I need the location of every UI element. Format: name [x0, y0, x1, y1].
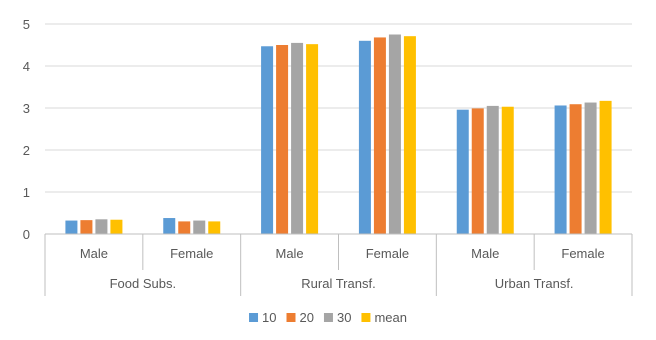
bar-20-3 — [373, 37, 386, 234]
bar-mean-2 — [306, 44, 319, 234]
bar-10-2 — [261, 46, 274, 235]
x-category-label: Male — [275, 246, 303, 261]
y-axis: 0 1 2 3 4 5 — [23, 17, 30, 242]
y-tick-label: 5 — [23, 17, 30, 32]
gridlines — [45, 23, 632, 193]
x-category-label: Female — [170, 246, 213, 261]
bar-mean-0 — [110, 219, 123, 234]
bar-20-2 — [276, 45, 289, 234]
bar-30-5 — [584, 102, 597, 234]
x-category-label: Female — [366, 246, 409, 261]
legend-item-30: 30 — [323, 310, 351, 325]
y-tick-label: 2 — [23, 143, 30, 158]
bars — [65, 34, 612, 235]
bar-30-4 — [486, 105, 499, 235]
y-tick-label: 0 — [23, 227, 30, 242]
legend-item-10: 10 — [249, 310, 277, 325]
bar-30-1 — [193, 220, 206, 234]
bar-20-0 — [80, 220, 93, 234]
legend-swatch — [286, 313, 296, 322]
legend: 10 20 30 mean — [249, 310, 407, 325]
bar-mean-5 — [599, 100, 612, 234]
bar-10-0 — [65, 220, 78, 234]
bar-mean-1 — [208, 221, 221, 234]
legend-item-20: 20 — [286, 310, 314, 325]
bar-30-2 — [291, 42, 304, 235]
x-group-label: Rural Transf. — [301, 276, 375, 291]
legend-swatch — [249, 313, 259, 322]
legend-swatch — [361, 313, 371, 322]
legend-label: mean — [374, 310, 407, 325]
legend-swatch — [323, 313, 333, 322]
legend-label: 10 — [262, 310, 276, 325]
bar-mean-3 — [403, 36, 416, 235]
bar-30-0 — [95, 219, 108, 234]
bar-10-4 — [456, 109, 469, 234]
bar-mean-4 — [501, 106, 514, 234]
bar-30-3 — [388, 34, 401, 234]
legend-item-mean: mean — [361, 310, 407, 325]
y-tick-label: 3 — [23, 101, 30, 116]
x-group-label: Food Subs. — [110, 276, 177, 291]
bar-20-1 — [178, 221, 191, 234]
x-category-label: Male — [471, 246, 499, 261]
x-category-label: Female — [561, 246, 604, 261]
bar-20-4 — [471, 108, 484, 234]
bar-10-1 — [163, 218, 176, 234]
legend-label: 30 — [337, 310, 351, 325]
bar-10-5 — [554, 105, 567, 234]
x-group-label: Urban Transf. — [495, 276, 574, 291]
y-tick-label: 1 — [23, 185, 30, 200]
x-category-label: Male — [80, 246, 108, 261]
bar-10-3 — [358, 40, 371, 234]
legend-label: 20 — [300, 310, 314, 325]
y-tick-label: 4 — [23, 59, 30, 74]
bar-20-5 — [569, 104, 582, 234]
